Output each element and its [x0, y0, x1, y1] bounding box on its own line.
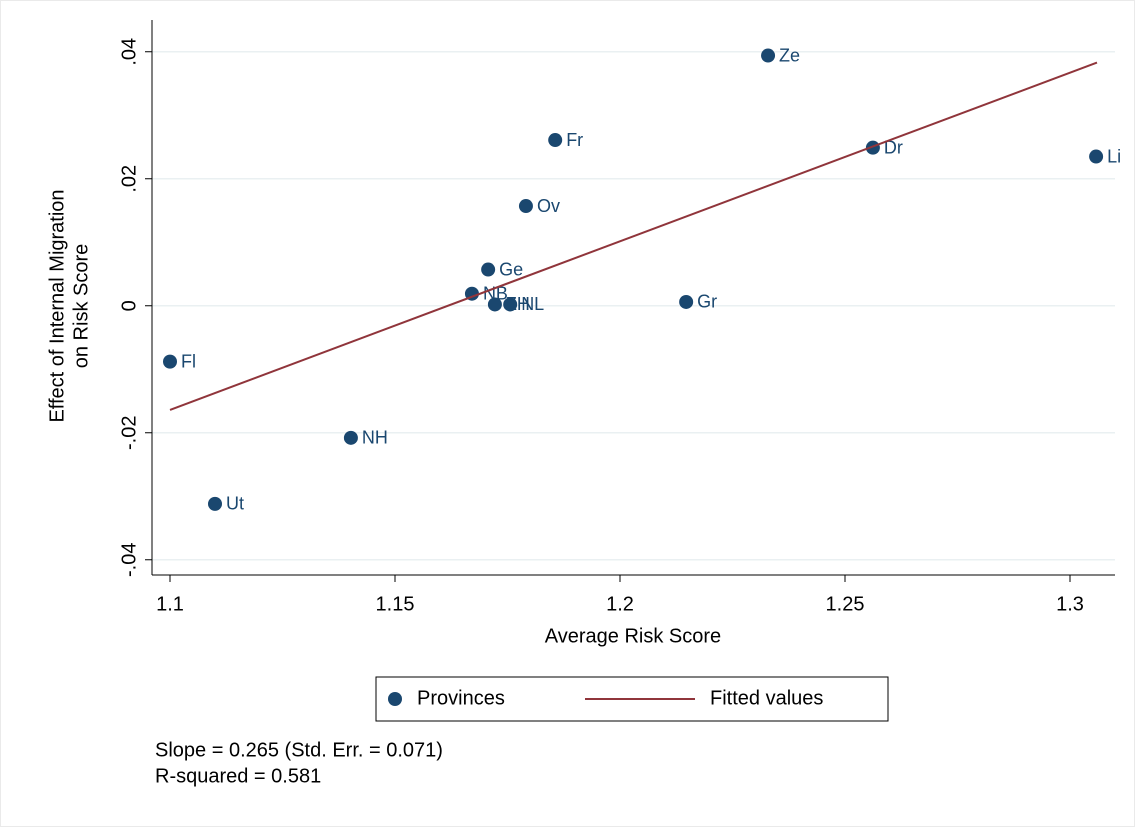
point — [761, 48, 776, 63]
fitted-line — [169, 61, 1098, 411]
point-label: Dr — [884, 137, 903, 157]
point — [487, 297, 502, 312]
x-axis-label: Average Risk Score — [545, 625, 721, 647]
y-tick-label: -.02 — [118, 416, 140, 450]
point-label: Ze — [779, 45, 800, 65]
legend-label: Provinces — [417, 687, 505, 709]
point — [208, 496, 222, 511]
point-label: Ov — [537, 196, 560, 216]
y-tick-label: .02 — [118, 165, 140, 193]
point — [518, 199, 533, 214]
point — [343, 430, 358, 445]
x-tick-label: 1.1 — [156, 593, 184, 615]
y-axis-label: Effect of Internal Migration — [46, 189, 68, 422]
x-tick-label: 1.15 — [376, 593, 415, 615]
point-label: Li — [1107, 146, 1121, 166]
point — [679, 294, 694, 309]
point — [481, 262, 496, 277]
legend-label: Fitted values — [710, 687, 823, 709]
point — [548, 133, 563, 148]
legend-marker — [388, 692, 402, 706]
point-label: Ge — [499, 259, 523, 279]
point-label: NH — [362, 428, 388, 448]
point — [865, 140, 880, 155]
point — [1089, 149, 1104, 164]
y-tick-label: -.04 — [118, 543, 140, 577]
y-tick-label: 0 — [118, 300, 140, 311]
note: R-squared = 0.581 — [155, 765, 321, 787]
x-tick-label: 1.3 — [1056, 593, 1084, 615]
y-axis-label: on Risk Score — [70, 244, 92, 369]
point-label: Gr — [697, 292, 717, 312]
point-label: NB — [483, 283, 508, 303]
point-label: Fr — [566, 130, 583, 150]
x-tick-label: 1.25 — [826, 593, 865, 615]
y-tick-label: .04 — [118, 38, 140, 66]
point — [503, 297, 518, 312]
point-label: Ut — [226, 494, 244, 514]
x-tick-label: 1.2 — [606, 593, 634, 615]
point-label: Fl — [181, 351, 196, 371]
point-label: NL — [521, 294, 544, 314]
note: Slope = 0.265 (Std. Err. = 0.071) — [155, 739, 443, 761]
point — [163, 354, 177, 369]
